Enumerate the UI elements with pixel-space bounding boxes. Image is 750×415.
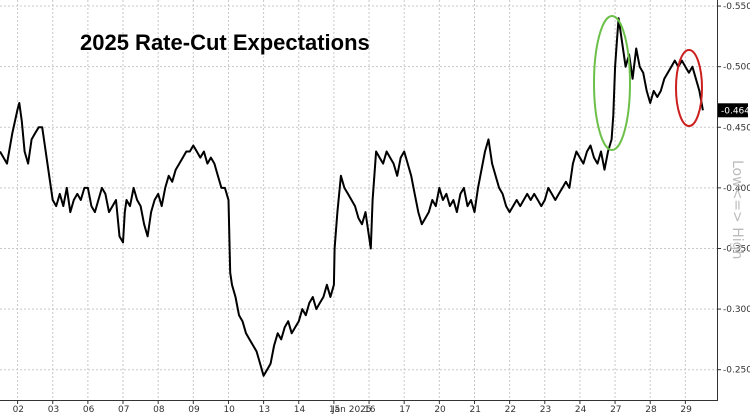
x-tick-label: 06 (83, 405, 95, 415)
x-tick-label: 14 (294, 405, 306, 415)
y-axis-ticks: -0.550 -0.500 -0.450 -0.400 -0.350 -0.300 -0.2… (717, 2, 750, 376)
x-tick-label: 28 (645, 405, 657, 415)
x-axis-line (0, 400, 718, 401)
y-axis-line (717, 0, 718, 400)
green-highlight-ellipse (593, 15, 631, 151)
x-tick-label: 20 (434, 405, 446, 415)
x-tick-label: 17 (399, 405, 410, 415)
y-tick-label: -0.550 (723, 2, 750, 12)
y-tick-label: -0.250 (723, 366, 750, 376)
red-highlight-ellipse (675, 49, 703, 127)
x-tick-label: 07 (118, 405, 129, 415)
y-tick-label: -0.450 (723, 123, 750, 133)
x-tick-label: 27 (610, 405, 621, 415)
x-tick-label: 10 (223, 405, 235, 415)
y-tick-label: -0.500 (723, 63, 750, 73)
low-high-label: Low<=> High (729, 160, 745, 259)
last-value-label: -0.464 (721, 106, 750, 116)
x-tick-label: 22 (505, 405, 516, 415)
x-axis-label: Jan 2025 (331, 405, 372, 415)
x-tick-label: 13 (259, 405, 270, 415)
y-tick-label: -0.300 (723, 305, 750, 315)
x-axis-ticks: 02 03 06 07 08 09 10 13 14 15 16 17 20 21 22 23 24 27 28 29 (13, 400, 692, 415)
x-tick-label: 09 (188, 405, 200, 415)
x-tick-label: 29 (680, 405, 692, 415)
y-tick-label: -0.350 (723, 244, 750, 254)
x-tick-label: 23 (540, 405, 551, 415)
x-tick-label: 24 (575, 405, 587, 415)
last-value-badge: -0.464 (718, 103, 750, 118)
x-tick-label: 16 (364, 405, 376, 415)
x-tick-label: 21 (469, 405, 480, 415)
x-tick-label: 03 (48, 405, 59, 415)
y-tick-label: -0.400 (723, 184, 750, 194)
chart-title: 2025 Rate-Cut Expectations (80, 30, 370, 55)
x-tick-label: 08 (153, 405, 165, 415)
x-tick-label: 02 (13, 405, 24, 415)
series-line (0, 17, 704, 377)
x-tick-label: 15 (329, 405, 340, 415)
